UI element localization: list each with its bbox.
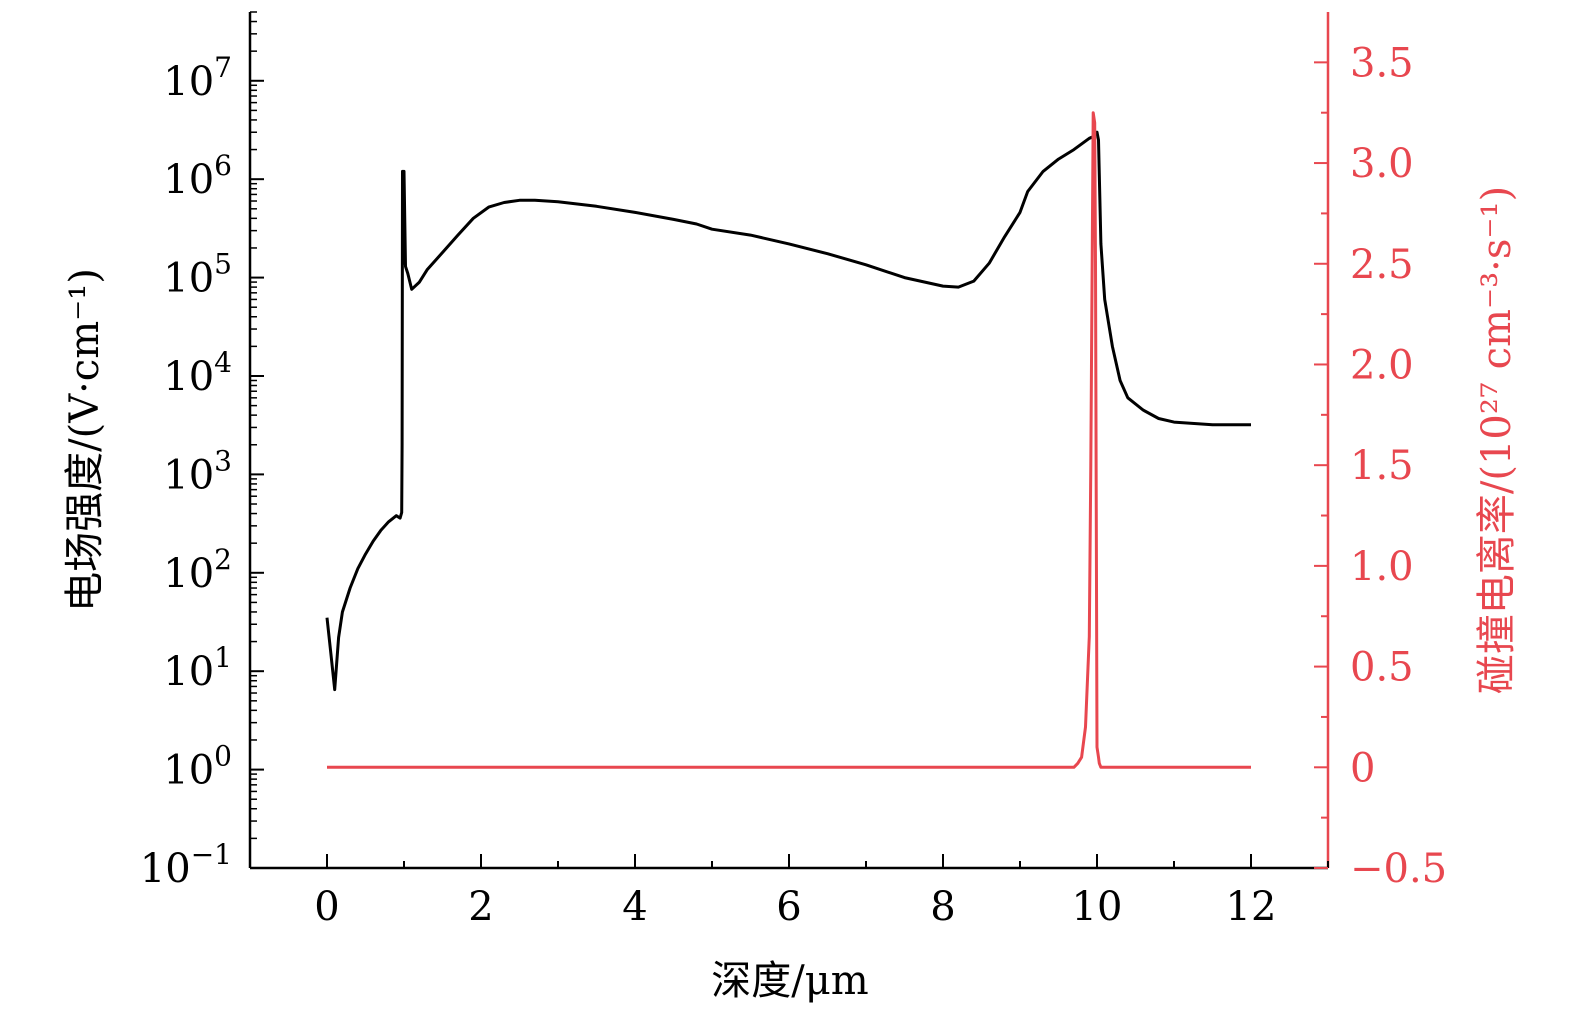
y-left-tick-label: 102 [163,543,232,597]
y-right-tick-label: −0.5 [1350,846,1447,892]
y-axis-right-label: 碰撞电离率/(10²⁷ cm⁻³·s⁻¹) [1474,186,1520,694]
y-left-tick-label: 107 [163,51,232,105]
y-right-tick-label: 2.0 [1350,342,1414,388]
electric-field-line [325,130,1251,692]
x-tick-label: 10 [1072,884,1123,930]
y-left-tick-label: 100 [163,740,232,794]
y-left-tick-label: 106 [163,149,232,203]
x-tick-label: 0 [314,884,339,930]
y-left-tick-label: 104 [163,346,232,400]
y-right-tick-label: 3.5 [1350,40,1414,86]
x-tick-label: 6 [776,884,801,930]
impact-ionization-line [327,111,1251,769]
y-right-tick-label: 0 [1350,745,1375,791]
y-left-tick-label: 103 [163,444,232,498]
y-axis-right: −0.5 0 0.5 1.0 1.5 2.0 2.5 3.0 3.5 [1314,40,1447,892]
y-right-tick-label: 1.5 [1350,443,1414,489]
y-left-tick-label: 10−1 [140,838,232,892]
x-axis: 0 2 4 6 8 10 12 [249,854,1329,930]
y-left-tick-label: 101 [163,641,232,695]
y-axis-left-label: 电场强度/(V·cm⁻¹) [62,268,108,612]
y-right-tick-label: 2.5 [1350,242,1414,288]
series-layer [325,111,1251,769]
x-tick-label: 8 [930,884,955,930]
plot-frame [248,12,1330,870]
y-left-tick-label: 105 [163,248,232,302]
x-tick-label: 2 [468,884,493,930]
x-axis-label: 深度/μm [711,958,868,1004]
y-right-tick-label: 1.0 [1350,544,1414,590]
y-right-tick-label: 0.5 [1350,645,1414,691]
x-tick-label: 4 [622,884,647,930]
y-right-tick-label: 3.0 [1350,141,1414,187]
x-tick-label: 12 [1226,884,1277,930]
y-axis-left: 10−1 100 101 102 103 104 105 106 107 [140,11,264,892]
